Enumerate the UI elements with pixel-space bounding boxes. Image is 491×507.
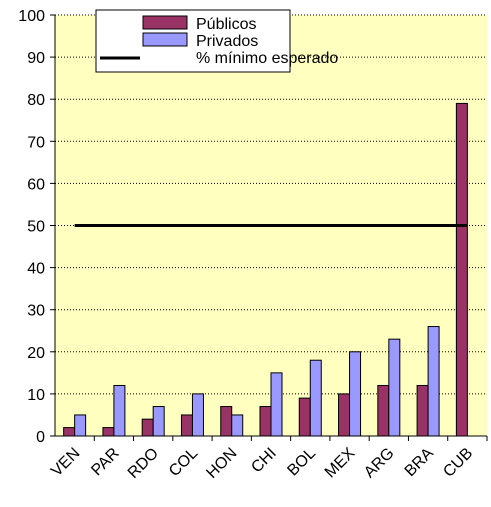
legend-box (95, 9, 291, 73)
bar (455, 102, 468, 437)
x-tick-label: ARG (361, 445, 398, 482)
legend-swatch (142, 32, 188, 47)
bar (74, 414, 87, 437)
y-tick-label: 30 (27, 303, 45, 320)
y-tick-label: 40 (27, 261, 45, 278)
bar (231, 414, 244, 437)
bar (416, 384, 429, 437)
x-tick-label: PAR (88, 445, 122, 479)
bar (152, 406, 165, 437)
x-tick-label: VEN (48, 445, 83, 480)
y-tick-label: 80 (27, 92, 45, 109)
legend-label: % mínimo esperado (196, 50, 338, 67)
bar (180, 414, 193, 437)
y-tick-label: 20 (27, 345, 45, 362)
y-tick-label: 60 (27, 176, 45, 193)
y-tick-label: 100 (18, 8, 45, 25)
bar (63, 427, 76, 437)
y-tick-label: 50 (27, 219, 45, 236)
bar (102, 427, 115, 437)
bar (191, 393, 204, 437)
y-tick-label: 90 (27, 50, 45, 67)
y-tick-label: 10 (27, 387, 45, 404)
legend-label: Privados (196, 33, 258, 50)
x-tick-label: RDO (125, 445, 162, 482)
legend-label: Públicos (196, 16, 256, 33)
x-tick-label: BRA (402, 445, 438, 481)
bar (220, 406, 233, 437)
bar (141, 418, 154, 437)
bar (349, 351, 362, 437)
bar (309, 359, 322, 437)
legend-swatch (142, 15, 188, 30)
x-tick-label: BOL (284, 445, 319, 480)
bar (388, 338, 401, 437)
bar (259, 406, 272, 437)
bar (338, 393, 351, 437)
bar (113, 384, 126, 437)
y-tick-label: 0 (36, 429, 45, 446)
x-tick-label: COL (166, 445, 201, 480)
y-tick-label: 70 (27, 134, 45, 151)
bar (270, 372, 283, 437)
bar (298, 397, 311, 437)
bar (377, 384, 390, 437)
x-tick-label: HON (203, 445, 240, 482)
bar (427, 326, 440, 437)
x-tick-label: CHI (248, 445, 280, 477)
x-tick-label: MEX (322, 445, 359, 482)
x-tick-label: CUB (440, 445, 476, 481)
